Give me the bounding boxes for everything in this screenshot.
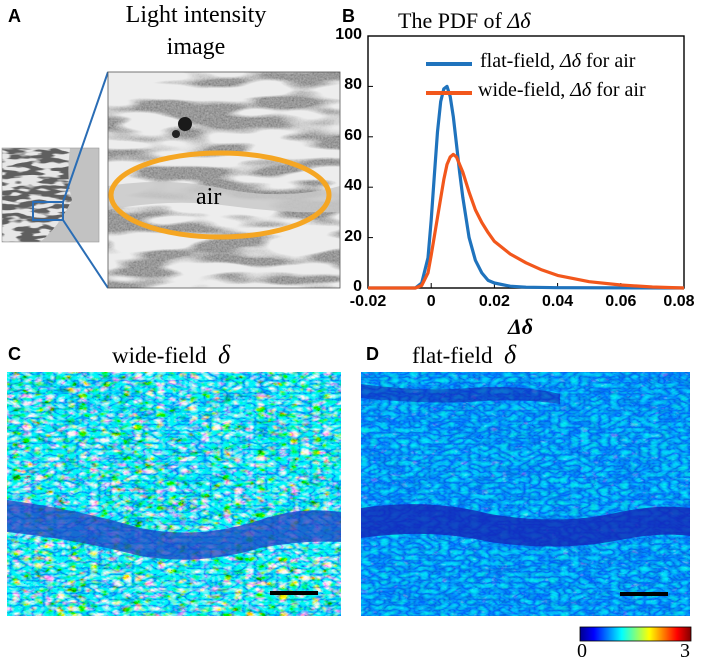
y-tick-label: 100: [335, 26, 362, 43]
thumbnail-image: [2, 148, 99, 242]
chart-title: The PDF of Δδ: [398, 8, 531, 34]
x-tick-label: 0.06: [605, 293, 637, 310]
flat-field-heatmap: [361, 372, 690, 616]
pdf-chart: [367, 35, 685, 290]
panel-c-title-text: wide-field: [112, 343, 207, 368]
x-tick-label: 0: [426, 293, 436, 310]
air-region-ellipse: [108, 150, 332, 240]
wide-field-heatmap: [7, 372, 341, 616]
air-region-label: air: [196, 184, 222, 210]
zoom-selection-box: [32, 201, 64, 221]
zoom-line-top: [62, 71, 109, 203]
legend-flat-field: flat-field, Δδ for air: [480, 50, 635, 73]
panel-a-figure: [1, 71, 341, 289]
panel-d-title-text: flat-field: [412, 343, 493, 368]
zoomed-image: [108, 72, 340, 288]
panel-d-title: flat-field δ: [412, 340, 516, 370]
y-tick-label: 60: [344, 126, 362, 144]
y-tick-label: 20: [344, 227, 362, 245]
y-tick-label: 80: [344, 76, 362, 94]
chart-x-axis-label: Δδ: [508, 314, 534, 339]
panel-c-letter: C: [8, 344, 21, 364]
y-tick-label: 40: [344, 177, 362, 195]
x-tick-label: -0.02: [349, 293, 387, 310]
panel-c-title: wide-field δ: [112, 340, 230, 370]
colorbar-min-label: 0: [577, 640, 587, 662]
legend-wide-field: wide-field, Δδ for air: [478, 79, 646, 102]
panel-b-letter: B: [342, 6, 355, 26]
series-wide-field-line: [368, 152, 685, 290]
panel-a-title-line2: image: [166, 34, 226, 60]
legend-wide-field-suffix: for air: [596, 79, 646, 101]
chart-title-symbol: Δδ: [507, 8, 531, 33]
chart-title-text: The PDF of: [398, 8, 508, 33]
x-tick-label: 0.04: [542, 293, 574, 310]
colorbar-max-label: 3: [680, 640, 690, 662]
legend-wide-field-symbol: Δδ: [570, 79, 592, 101]
panel-a-title-line1: Light intensity: [125, 2, 267, 28]
panel-c-symbol: δ: [218, 340, 231, 369]
panel-d-letter: D: [366, 344, 379, 364]
legend-flat-field-label: flat-field,: [480, 50, 555, 72]
legend-flat-field-symbol: Δδ: [559, 50, 582, 72]
panel-d-symbol: δ: [503, 340, 517, 369]
legend-wide-field-label: wide-field,: [478, 79, 566, 101]
y-tick-label: 0: [353, 278, 362, 295]
legend-flat-field-suffix: for air: [586, 50, 636, 72]
series-flat-field-line: [368, 84, 685, 290]
zoom-line-bottom: [62, 219, 109, 289]
colorbar: [579, 626, 692, 642]
panel-a-letter: A: [8, 6, 21, 26]
x-tick-label: 0.02: [478, 293, 510, 310]
x-tick-label: 0.08: [663, 293, 695, 310]
